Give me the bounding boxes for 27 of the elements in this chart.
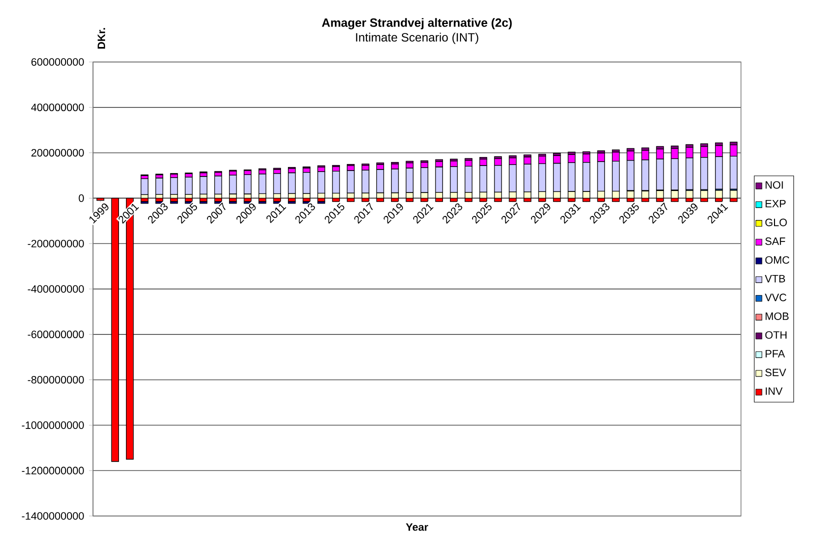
- y-tick-label: -1200000000: [22, 466, 84, 474]
- legend-label: SEV: [765, 368, 786, 376]
- legend-label: EXP: [766, 200, 786, 208]
- y-tick-label: -200000000: [28, 240, 84, 248]
- y-axis-title: DKr.: [98, 28, 106, 49]
- legend-label: PFA: [766, 350, 785, 358]
- y-tick-label: 400000000: [31, 104, 84, 112]
- chart-title: Amager Strandvej alternative (2c): [322, 18, 512, 30]
- legend-label: OMC: [765, 256, 790, 264]
- legend-label: MOB: [766, 312, 789, 320]
- legend-label: SAF: [765, 237, 786, 245]
- legend-label: INV: [766, 387, 783, 395]
- y-tick-label: 200000000: [31, 149, 84, 157]
- legend-label: VTB: [764, 274, 786, 282]
- y-tick-label: -800000000: [28, 376, 84, 384]
- y-tick-label: 600000000: [31, 58, 84, 66]
- y-tick-label: -400000000: [28, 285, 84, 293]
- x-axis-title: Year: [406, 523, 428, 531]
- y-tick-label: -1000000000: [22, 421, 84, 429]
- y-tick-label: -600000000: [28, 330, 84, 338]
- legend-label: OTH: [765, 331, 786, 339]
- chart-subtitle: Intimate Scenario (INT): [356, 32, 478, 44]
- y-tick-label: -1400000000: [22, 512, 84, 520]
- legend-label: VVC: [764, 294, 786, 302]
- y-tick-label: 0: [78, 194, 84, 202]
- legend-label: NOI: [766, 181, 783, 189]
- legend-label: GLO: [765, 218, 787, 226]
